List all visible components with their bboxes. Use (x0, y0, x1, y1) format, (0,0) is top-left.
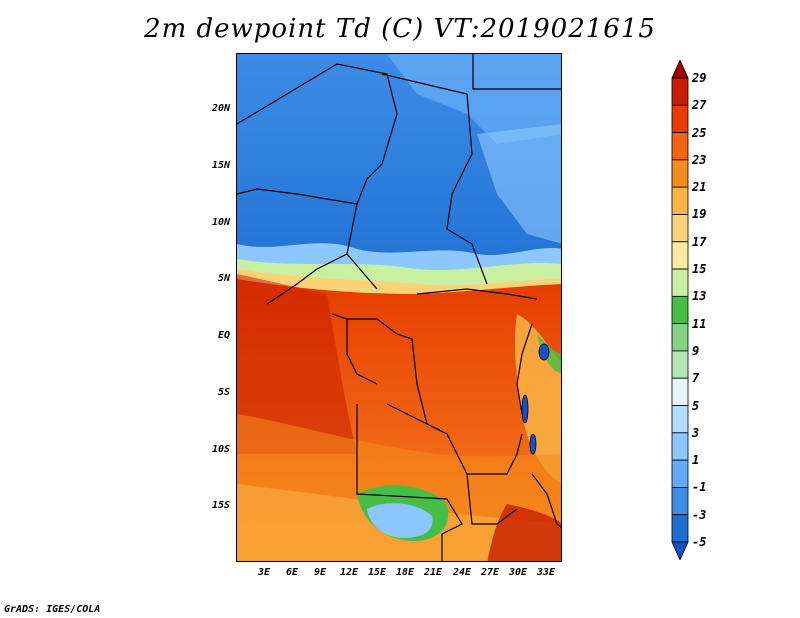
lon-label-12e: 12E (339, 567, 359, 578)
colorbar-box (671, 323, 689, 352)
map-title: 2m dewpoint Td (C) VT:2019021615 (144, 14, 656, 44)
colorbar-bottom-arrow (671, 541, 689, 560)
lat-label-15s: 15S (211, 500, 230, 511)
lakes (521, 343, 550, 455)
lon-label-27e: 27E (480, 567, 500, 578)
colorbar-box (671, 241, 689, 270)
colorbar-box (671, 350, 689, 379)
lat-label-10s: 10S (211, 444, 230, 455)
colorbar-box (671, 514, 689, 543)
colorbar-level-label: 19 (692, 207, 707, 222)
colorbar-level-label: 21 (692, 180, 707, 195)
colorbar-level-label: 27 (692, 98, 707, 113)
colorbar-box (671, 487, 689, 516)
colorbar-level-label: 7 (692, 371, 700, 386)
dewpoint-map (236, 53, 562, 562)
colorbar-level-label: -1 (692, 480, 707, 495)
colorbar-top-arrow (671, 60, 689, 79)
colorbar-level-label: 15 (692, 262, 707, 277)
colorbar-level-label: 9 (692, 343, 700, 358)
colorbar-box (671, 268, 689, 297)
colorbar-box (671, 459, 689, 488)
colorbar-level-label: 5 (692, 398, 700, 413)
dewpoint-field (237, 54, 561, 561)
grads-credit: GrADS: IGES/COLA (4, 604, 101, 615)
colorbar-box (671, 159, 689, 188)
lat-label-15n: 15N (211, 160, 230, 171)
colorbar-box (671, 214, 689, 243)
colorbar-level-label: 11 (692, 316, 707, 331)
colorbar-level-label: 25 (692, 125, 707, 140)
lon-label-3e: 3E (257, 567, 271, 578)
lat-label-10n: 10N (211, 217, 230, 228)
lon-label-30e: 30E (508, 567, 528, 578)
colorbar-level-label: 23 (692, 152, 707, 167)
colorbar-level-label: 29 (692, 71, 707, 85)
colorbar-level-label: 17 (692, 234, 707, 249)
colorbar-level-label: -3 (692, 507, 707, 522)
colorbar-level-label: 3 (692, 425, 700, 440)
lon-label-21e: 21E (423, 567, 443, 578)
country-borders (237, 54, 561, 561)
lat-label-20n: 20N (211, 103, 230, 114)
lat-label-5s: 5S (217, 387, 230, 398)
lat-label-5n: 5N (217, 273, 230, 284)
lon-label-24e: 24E (452, 567, 472, 578)
lon-label-9e: 9E (313, 567, 327, 578)
colorbar (671, 60, 689, 560)
lon-label-15e: 15E (367, 567, 387, 578)
colorbar-box (671, 432, 689, 461)
colorbar-box (671, 377, 689, 406)
colorbar-box (671, 104, 689, 133)
lat-label-eq: EQ (217, 330, 230, 341)
colorbar-level-label: -5 (692, 535, 707, 549)
colorbar-box (671, 77, 689, 106)
colorbar-box (671, 405, 689, 434)
colorbar-box (671, 295, 689, 325)
colorbar-box (671, 132, 689, 161)
colorbar-level-label: 1 (692, 453, 700, 468)
lon-label-6e: 6E (285, 567, 299, 578)
colorbar-level-label: 13 (692, 289, 707, 304)
lon-label-18e: 18E (395, 567, 415, 578)
lon-label-33e: 33E (536, 567, 556, 578)
colorbar-box (671, 186, 689, 215)
